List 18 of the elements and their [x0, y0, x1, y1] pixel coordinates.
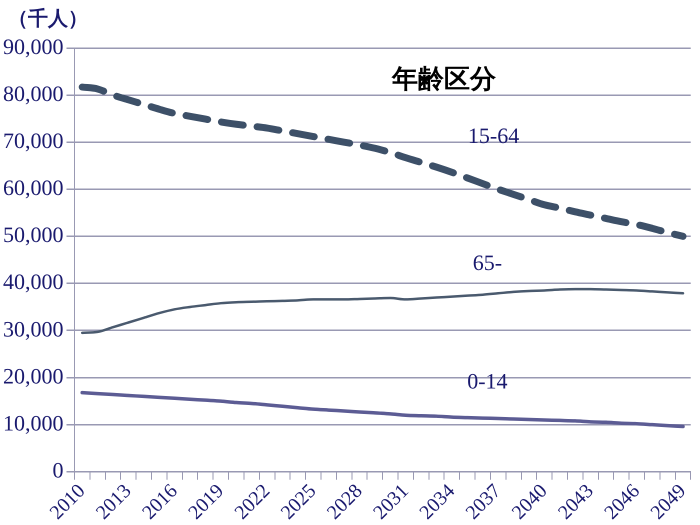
- series-label: 65-: [472, 250, 502, 275]
- series-label: 0-14: [467, 368, 508, 394]
- y-tick-label: 80,000: [3, 80, 64, 106]
- series-label: 15-64: [468, 122, 520, 148]
- y-tick-label: 90,000: [3, 34, 64, 59]
- y-axis-title: （千人）: [8, 7, 88, 30]
- x-tick-label: 2031: [369, 480, 413, 524]
- y-tick-label: 70,000: [3, 128, 64, 153]
- legend-title: 年齢区分: [391, 64, 498, 94]
- y-tick-label: 40,000: [3, 269, 64, 294]
- y-tick-label: 50,000: [3, 222, 64, 248]
- y-tick-label: 60,000: [3, 175, 64, 200]
- y-tick-label: 10,000: [3, 410, 64, 436]
- line-series: [80, 390, 685, 428]
- y-tick-label: 30,000: [3, 316, 64, 342]
- y-tick-label: 0: [52, 458, 64, 483]
- line-series: [80, 288, 684, 334]
- y-tick-label: 20,000: [3, 363, 64, 388]
